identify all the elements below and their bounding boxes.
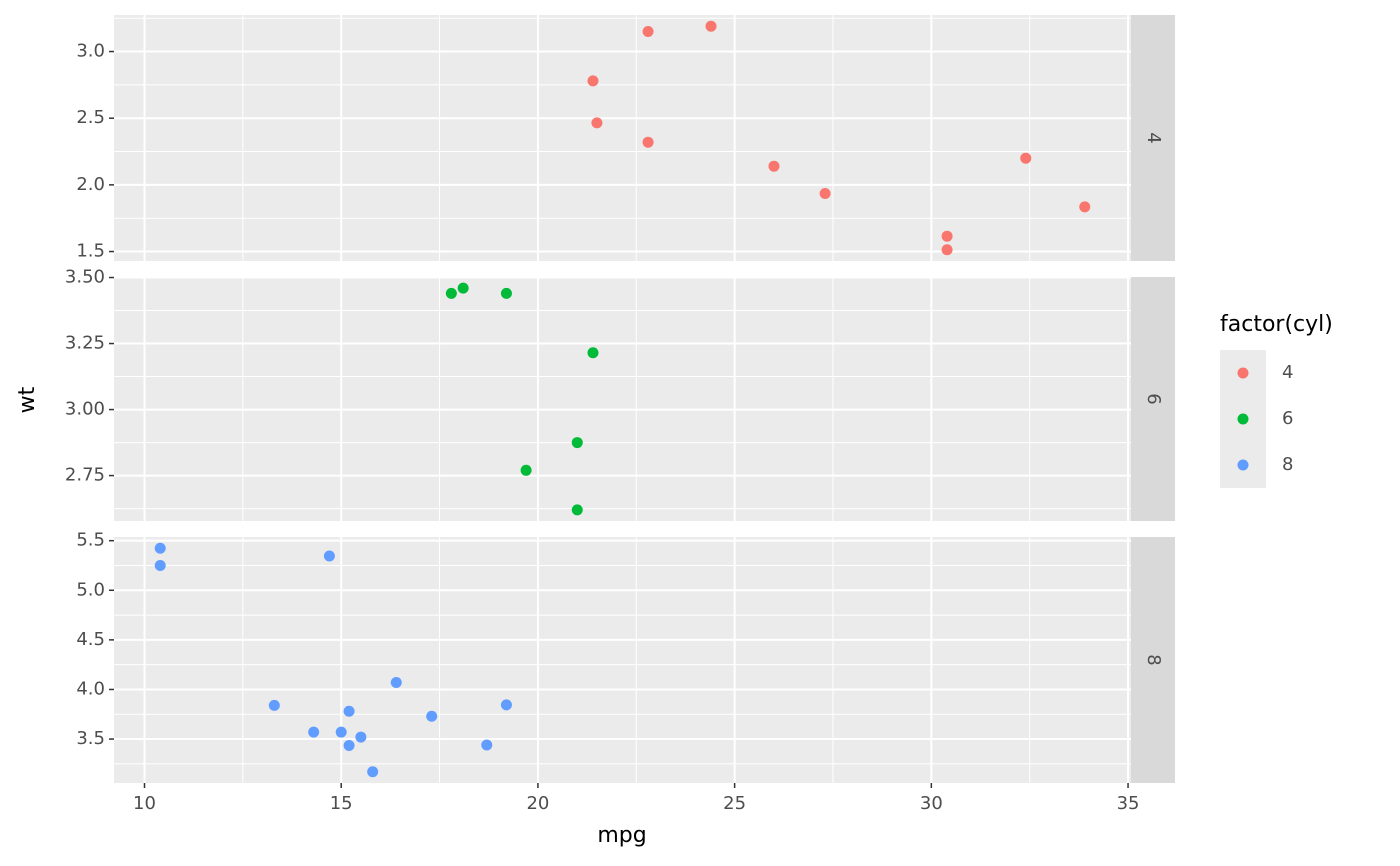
y-axis-title: wt: [15, 386, 40, 413]
legend-key: [1237, 459, 1249, 471]
point: [642, 136, 654, 148]
point: [154, 542, 166, 554]
point: [587, 347, 599, 359]
point: [343, 705, 355, 717]
point: [1079, 201, 1091, 213]
point: [343, 740, 355, 752]
legend-label: 4: [1282, 362, 1293, 383]
strip-label: 6: [1143, 393, 1164, 404]
point: [426, 710, 438, 722]
x-axis-title: mpg: [597, 823, 646, 848]
point: [445, 287, 457, 299]
legend-label: 6: [1282, 408, 1293, 429]
point: [323, 550, 335, 562]
y-tick-label: 3.5: [76, 728, 105, 749]
point: [335, 726, 347, 738]
point: [819, 188, 831, 200]
point: [268, 699, 280, 711]
point: [768, 160, 780, 172]
point: [1020, 152, 1032, 164]
point: [591, 117, 603, 129]
point: [481, 739, 493, 751]
point: [390, 677, 402, 689]
point: [941, 230, 953, 242]
strip-background: [1131, 15, 1175, 261]
x-tick-label: 10: [133, 793, 156, 814]
point: [500, 287, 512, 299]
panel-background: [114, 15, 1131, 261]
point: [587, 75, 599, 87]
legend-label: 8: [1282, 454, 1293, 475]
point: [308, 726, 320, 738]
y-tick-label: 3.25: [65, 333, 105, 354]
point: [941, 244, 953, 256]
y-tick-label: 5.0: [76, 579, 105, 600]
x-tick-label: 35: [1117, 793, 1140, 814]
legend-key: [1237, 367, 1249, 379]
y-tick-label: 3.50: [65, 267, 105, 288]
strip-label: 8: [1143, 654, 1164, 665]
y-tick-label: 1.5: [76, 241, 105, 262]
y-tick-label: 2.75: [65, 465, 105, 486]
y-tick-label: 3.00: [65, 399, 105, 420]
strip-background: [1131, 277, 1175, 521]
y-tick-label: 3.0: [76, 41, 105, 62]
point: [457, 282, 469, 294]
point: [571, 437, 583, 449]
y-tick-label: 2.0: [76, 174, 105, 195]
point: [355, 731, 367, 743]
panel-background: [114, 277, 1131, 521]
y-tick-label: 5.5: [76, 530, 105, 551]
point: [571, 504, 583, 516]
point: [154, 559, 166, 571]
y-tick-label: 4.0: [76, 678, 105, 699]
point: [642, 26, 654, 38]
legend-key: [1237, 413, 1249, 425]
point: [520, 464, 532, 476]
panel-background: [114, 537, 1131, 783]
y-tick-label: 4.5: [76, 629, 105, 650]
strip-label: 4: [1143, 132, 1164, 143]
point: [705, 20, 717, 32]
x-tick-label: 15: [330, 793, 353, 814]
strip-background: [1131, 537, 1175, 783]
x-tick-label: 20: [526, 793, 549, 814]
x-tick-label: 30: [920, 793, 943, 814]
x-tick-label: 25: [723, 793, 746, 814]
y-tick-label: 2.5: [76, 107, 105, 128]
point: [500, 699, 512, 711]
legend-title: factor(cyl): [1220, 312, 1333, 337]
point: [367, 766, 379, 778]
